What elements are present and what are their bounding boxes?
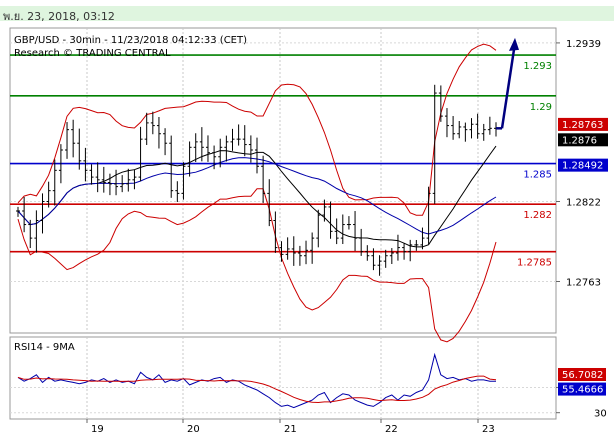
grid bbox=[10, 28, 556, 419]
price-tag bbox=[558, 133, 608, 147]
axes: 19 20 21 22 23 1.2939 1.2822 1.2763 1.28763 1.287… bbox=[86, 39, 608, 435]
rsi-tick-label: 30 bbox=[594, 409, 607, 420]
level-label: 1.282 bbox=[523, 210, 552, 221]
price-bars bbox=[16, 84, 498, 276]
rsi-tag-label: 56.7082 bbox=[562, 370, 603, 381]
level-label: 1.29 bbox=[530, 102, 552, 113]
x-tick-label: 23 bbox=[482, 424, 495, 435]
rsi-panel bbox=[9, 336, 557, 420]
projection-line bbox=[500, 42, 517, 129]
x-tick-label: 19 bbox=[91, 424, 104, 435]
price-panel bbox=[9, 27, 557, 334]
chart-title: GBP/USD - 30min - 11/23/2018 04:12:33 (C… bbox=[14, 35, 247, 46]
price-tag bbox=[558, 158, 608, 172]
price-tag bbox=[558, 117, 608, 131]
price-tick-label: 1.2939 bbox=[566, 39, 601, 50]
x-tick-label: 20 bbox=[187, 424, 200, 435]
datestamp: พ.ย. 23, 2018, 03:12 bbox=[3, 10, 115, 23]
price-tick-label: 1.2763 bbox=[566, 277, 601, 288]
rsi-tag bbox=[558, 367, 606, 381]
rsi-ma-line bbox=[17, 375, 497, 404]
projection-arrowhead bbox=[509, 37, 519, 51]
price-tick-label: 1.2822 bbox=[566, 198, 601, 209]
status-bar: พ.ย. 23, 2018, 03:12 bbox=[0, 0, 614, 24]
status-band bbox=[0, 6, 614, 21]
level-label: 1.293 bbox=[523, 61, 552, 72]
rsi-lines bbox=[17, 352, 497, 409]
price-tag-label: 1.28492 bbox=[562, 161, 603, 172]
x-tick-label: 21 bbox=[284, 424, 297, 435]
projection-arrow bbox=[496, 37, 519, 130]
chart-subtitle: Research © TRADING CENTRAL bbox=[14, 48, 171, 59]
rsi-tag bbox=[558, 382, 606, 396]
x-tick-label: 22 bbox=[385, 424, 398, 435]
level-label: 1.2785 bbox=[517, 258, 552, 269]
level-label: 1.285 bbox=[523, 170, 552, 181]
lower-band bbox=[17, 188, 497, 343]
price-tag-label: 1.28763 bbox=[562, 120, 603, 131]
price-tag-label: 1.2876 bbox=[562, 135, 597, 146]
rsi-title: RSI14 - 9MA bbox=[14, 342, 75, 353]
upper-band bbox=[17, 43, 497, 216]
rsi-tag-label: 55.4666 bbox=[562, 385, 603, 396]
